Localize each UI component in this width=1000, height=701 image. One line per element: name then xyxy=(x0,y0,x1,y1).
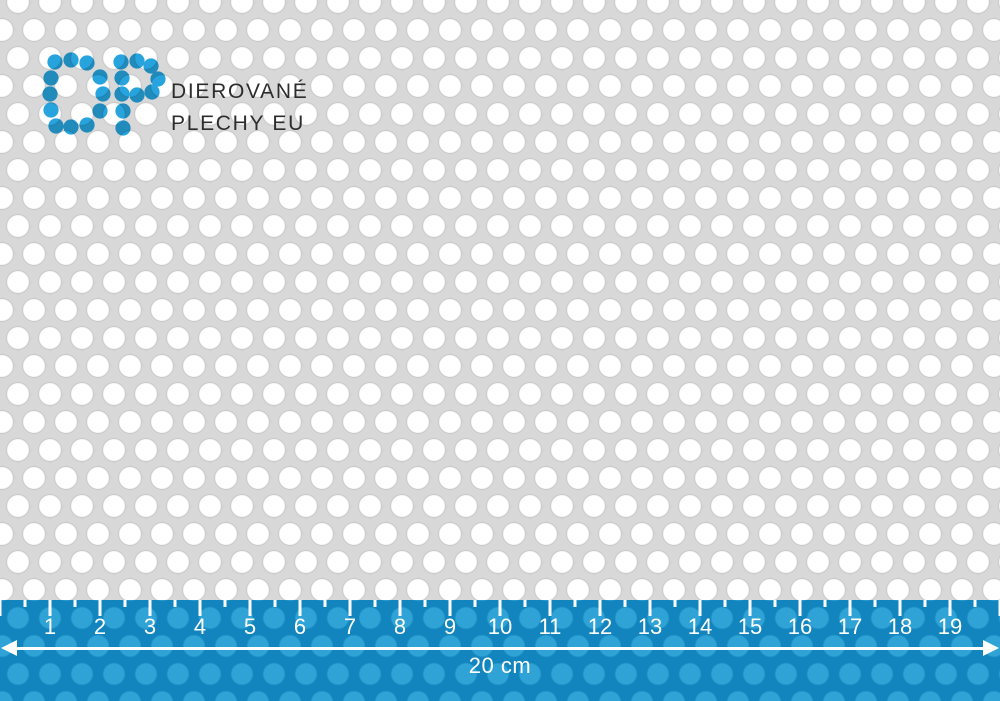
ruler-tick xyxy=(973,600,977,607)
ruler-tick xyxy=(198,600,202,616)
ruler-tick xyxy=(148,600,152,616)
ruler-tick xyxy=(823,600,827,607)
ruler-number: 16 xyxy=(787,614,813,639)
ruler-tick xyxy=(548,600,552,616)
brand-name: DIEROVANÉ PLECHY EU xyxy=(171,76,308,140)
ruler-number: 11 xyxy=(538,614,562,639)
ruler-tick xyxy=(398,600,402,616)
ruler-tick xyxy=(798,600,802,616)
ruler-tick xyxy=(998,600,1000,616)
ruler-number: 9 xyxy=(443,614,457,639)
ruler-tick xyxy=(698,600,702,616)
ruler-tick xyxy=(248,600,252,616)
scale-total-label: 20 cm xyxy=(468,653,532,678)
ruler-number: 12 xyxy=(587,614,613,639)
ruler-tick xyxy=(848,600,852,616)
ruler-tick xyxy=(273,600,277,607)
ruler-tick xyxy=(948,600,952,616)
arrow-right-icon xyxy=(983,640,999,656)
ruler-tick xyxy=(98,600,102,616)
ruler-tick xyxy=(0,600,2,616)
ruler-overlay: 1 2 3 4 5 6 7 8 9 10 11 12 13 14 15 16 17 18 19 20 cm xyxy=(0,600,1000,701)
ruler-tick xyxy=(448,600,452,616)
ruler-tick xyxy=(773,600,777,607)
ruler-tick xyxy=(673,600,677,607)
ruler-tick xyxy=(373,600,377,607)
ruler-tick xyxy=(48,600,52,616)
ruler-tick xyxy=(598,600,602,616)
ruler-tick xyxy=(873,600,877,607)
ruler-number: 8 xyxy=(393,614,407,639)
ruler-tick xyxy=(23,600,27,607)
ruler-number: 10 xyxy=(487,614,513,639)
dp-logo-icon xyxy=(42,52,166,136)
scale-arrow-line xyxy=(12,647,988,650)
ruler-tick xyxy=(123,600,127,607)
ruler-tick xyxy=(923,600,927,607)
ruler-number: 18 xyxy=(887,614,913,639)
ruler-tick xyxy=(898,600,902,616)
ruler-tick xyxy=(523,600,527,607)
ruler-number: 15 xyxy=(737,614,763,639)
ruler-tick xyxy=(73,600,77,607)
ruler-number: 14 xyxy=(687,614,713,639)
ruler-tick xyxy=(423,600,427,607)
ruler-tick xyxy=(173,600,177,607)
ruler-number: 6 xyxy=(293,614,307,639)
ruler-tick xyxy=(473,600,477,607)
ruler-tick xyxy=(623,600,627,607)
ruler-number: 19 xyxy=(937,614,963,639)
ruler-number: 13 xyxy=(637,614,663,639)
ruler-tick xyxy=(748,600,752,616)
ruler-tick xyxy=(648,600,652,616)
ruler-number: 5 xyxy=(243,614,257,639)
ruler-tick xyxy=(223,600,227,607)
ruler-tick xyxy=(323,600,327,607)
arrow-left-icon xyxy=(1,640,17,656)
ruler-number: 3 xyxy=(143,614,157,639)
ruler-number: 17 xyxy=(837,614,863,639)
ruler-tick xyxy=(498,600,502,616)
brand-line-1: DIEROVANÉ xyxy=(171,80,309,103)
ruler-number: 7 xyxy=(343,614,357,639)
ruler-tick xyxy=(573,600,577,607)
ruler-tick xyxy=(348,600,352,616)
ruler-tick xyxy=(298,600,302,616)
brand-line-2: PLECHY EU xyxy=(171,112,305,135)
ruler-number: 2 xyxy=(93,614,107,639)
ruler-number: 4 xyxy=(193,614,207,639)
ruler-number: 1 xyxy=(43,614,57,639)
ruler-tick xyxy=(723,600,727,607)
